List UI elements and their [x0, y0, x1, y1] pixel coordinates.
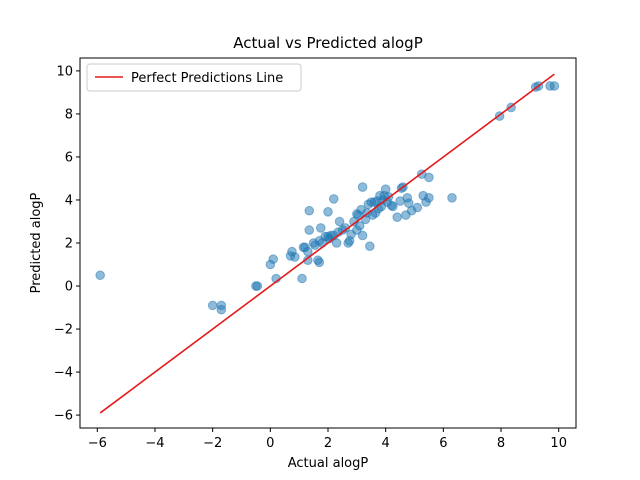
- data-point: [340, 223, 351, 233]
- x-tick-label: −4: [145, 436, 164, 451]
- x-tick-label: 4: [382, 436, 390, 451]
- data-point: [412, 202, 423, 213]
- x-tick-label: 8: [497, 436, 505, 451]
- y-tick-label: 2: [65, 237, 73, 252]
- data-point: [424, 193, 434, 203]
- data-point: [365, 241, 375, 252]
- points-layer: [95, 81, 560, 315]
- y-axis-label: Predicted alogP: [29, 192, 44, 293]
- y-tick-label: 4: [65, 193, 73, 208]
- data-point: [447, 193, 457, 203]
- data-point: [268, 254, 279, 264]
- x-tick-label: −2: [203, 436, 222, 451]
- data-point: [315, 223, 326, 233]
- data-point: [357, 230, 368, 241]
- chart-title: Actual vs Predicted alogP: [233, 34, 423, 52]
- data-point: [304, 205, 315, 216]
- data-point: [303, 246, 313, 257]
- data-point: [334, 216, 345, 227]
- data-point: [388, 201, 398, 212]
- x-tick-label: 0: [266, 436, 274, 451]
- x-axis-label: Actual alogP: [288, 456, 369, 471]
- legend: Perfect Predictions Line: [86, 63, 302, 92]
- x-tick-label: 10: [550, 436, 567, 451]
- y-tick-label: 6: [65, 150, 73, 165]
- data-point: [392, 212, 403, 222]
- data-point: [95, 270, 105, 281]
- data-point: [314, 257, 325, 268]
- data-point: [216, 304, 227, 315]
- y-axis: −6 −4 −2 0 2 4 6 8 10: [54, 64, 80, 424]
- legend-label: Perfect Predictions Line: [131, 71, 283, 86]
- y-tick-label: 8: [65, 107, 73, 122]
- data-point: [290, 252, 300, 262]
- data-point: [252, 281, 263, 291]
- data-point: [323, 207, 333, 217]
- y-tick-label: 0: [65, 280, 73, 295]
- x-tick-label: 2: [324, 436, 332, 451]
- x-tick-label: −6: [88, 436, 107, 451]
- legend-box: [86, 63, 302, 92]
- data-point: [357, 182, 368, 192]
- y-tick-label: −2: [54, 323, 73, 338]
- data-point: [424, 172, 434, 183]
- y-tick-label: −6: [54, 409, 73, 424]
- y-tick-label: 10: [56, 64, 73, 79]
- data-point: [297, 273, 307, 284]
- data-point: [549, 81, 560, 91]
- data-point: [207, 300, 218, 311]
- x-axis: −6 −4 −2 0 2 4 6 8 10: [88, 428, 567, 451]
- line-layer: [99, 73, 555, 414]
- data-point: [354, 220, 365, 231]
- x-tick-label: 6: [439, 436, 447, 451]
- data-point: [331, 238, 342, 248]
- data-point: [328, 194, 339, 204]
- y-tick-label: −4: [54, 366, 73, 381]
- data-point: [304, 225, 315, 235]
- perfect-prediction-line: [99, 73, 555, 414]
